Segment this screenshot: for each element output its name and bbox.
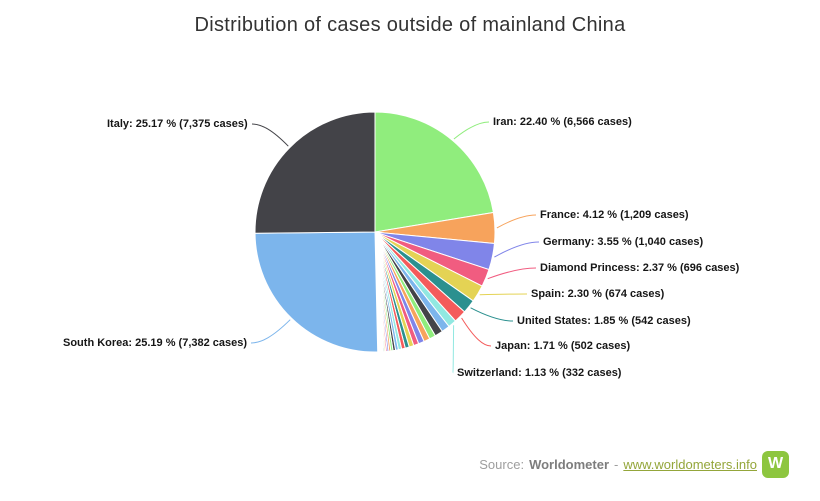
- pie-slice-south-korea[interactable]: [254, 231, 379, 353]
- label-connector-iran: [453, 121, 490, 140]
- slice-label-united-states: United States: 1.85 % (542 cases): [517, 315, 691, 327]
- label-connector-south-korea: [250, 319, 291, 344]
- label-connector-switzerland: [452, 325, 455, 374]
- chart-title: Distribution of cases outside of mainlan…: [194, 14, 626, 36]
- slice-label-iran: Iran: 22.40 % (6,566 cases): [493, 116, 632, 128]
- label-connector-united-states: [470, 307, 514, 322]
- slice-label-diamond-princess: Diamond Princess: 2.37 % (696 cases): [540, 262, 740, 274]
- label-connector-italy: [251, 123, 289, 147]
- slice-label-germany: Germany: 3.55 % (1,040 cases): [543, 236, 704, 248]
- label-connector-germany: [494, 241, 540, 258]
- source-link[interactable]: www.worldometers.info: [623, 456, 757, 472]
- label-connector-spain: [479, 293, 528, 296]
- slice-label-spain: Spain: 2.30 % (674 cases): [531, 288, 665, 300]
- worldometer-logo[interactable]: W: [762, 450, 789, 478]
- slice-label-japan: Japan: 1.71 % (502 cases): [495, 340, 631, 352]
- slice-label-switzerland: Switzerland: 1.13 % (332 cases): [457, 367, 622, 379]
- source-name: Worldometer: [529, 456, 609, 472]
- source-label: Source:: [479, 456, 525, 472]
- label-connector-france: [496, 214, 537, 229]
- pie-slice-italy[interactable]: [254, 111, 376, 234]
- slice-label-south-korea: South Korea: 25.19 % (7,382 cases): [63, 337, 248, 349]
- source-separator: -: [614, 456, 619, 472]
- label-connector-diamond-princess: [487, 267, 537, 280]
- slice-label-france: France: 4.12 % (1,209 cases): [540, 209, 689, 221]
- pie-slice-iran[interactable]: [374, 111, 494, 233]
- slice-label-italy: Italy: 25.17 % (7,375 cases): [107, 118, 248, 130]
- label-connector-japan: [461, 317, 492, 347]
- source-footer: Source: Worldometer - www.worldometers.i…: [479, 450, 789, 478]
